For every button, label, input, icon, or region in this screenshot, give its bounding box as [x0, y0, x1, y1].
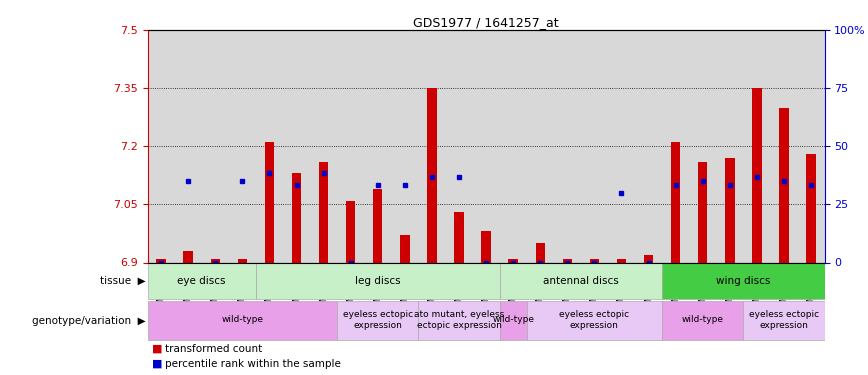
- Bar: [201, 30, 229, 262]
- Text: eyeless ectopic
expression: eyeless ectopic expression: [343, 310, 413, 330]
- Bar: [617, 259, 626, 262]
- Bar: [365, 30, 391, 262]
- Text: genotype/variation  ▶: genotype/variation ▶: [32, 316, 146, 326]
- Bar: [500, 30, 527, 262]
- Title: GDS1977 / 1641257_at: GDS1977 / 1641257_at: [413, 16, 559, 29]
- Text: wing discs: wing discs: [716, 276, 771, 285]
- Bar: [644, 255, 654, 262]
- Text: percentile rank within the sample: percentile rank within the sample: [165, 359, 341, 369]
- Text: ■: ■: [152, 359, 162, 369]
- Text: eyeless ectopic
expression: eyeless ectopic expression: [749, 310, 819, 330]
- Text: ato mutant, eyeless
ectopic expression: ato mutant, eyeless ectopic expression: [414, 310, 504, 330]
- Bar: [265, 142, 274, 262]
- Bar: [589, 259, 599, 262]
- Text: eyeless ectopic
expression: eyeless ectopic expression: [559, 310, 629, 330]
- Bar: [211, 259, 220, 262]
- Bar: [500, 263, 662, 299]
- Bar: [238, 259, 247, 262]
- Text: ■: ■: [152, 344, 162, 354]
- Bar: [689, 30, 716, 262]
- Bar: [256, 30, 283, 262]
- Bar: [148, 30, 174, 262]
- Text: wild-type: wild-type: [221, 315, 263, 324]
- Bar: [418, 301, 500, 340]
- Bar: [779, 108, 789, 262]
- Bar: [229, 30, 256, 262]
- Bar: [418, 30, 445, 262]
- Text: antennal discs: antennal discs: [543, 276, 619, 285]
- Bar: [472, 30, 500, 262]
- Bar: [608, 30, 635, 262]
- Bar: [806, 154, 816, 262]
- Text: transformed count: transformed count: [165, 344, 262, 354]
- Bar: [256, 263, 500, 299]
- Bar: [671, 142, 681, 262]
- Bar: [337, 30, 365, 262]
- Bar: [753, 88, 761, 262]
- Text: wild-type: wild-type: [681, 315, 724, 324]
- Bar: [662, 301, 743, 340]
- Bar: [183, 251, 193, 262]
- Bar: [391, 30, 418, 262]
- Text: wild-type: wild-type: [492, 315, 534, 324]
- Bar: [174, 30, 201, 262]
- Bar: [662, 263, 825, 299]
- Bar: [798, 30, 825, 262]
- Bar: [156, 259, 166, 262]
- Bar: [509, 259, 518, 262]
- Bar: [310, 30, 337, 262]
- Bar: [283, 30, 310, 262]
- Bar: [716, 30, 743, 262]
- Bar: [373, 189, 383, 262]
- Bar: [292, 173, 301, 262]
- Bar: [500, 301, 527, 340]
- Bar: [527, 301, 662, 340]
- Bar: [554, 30, 581, 262]
- Bar: [427, 88, 437, 262]
- Bar: [698, 162, 707, 262]
- Text: leg discs: leg discs: [355, 276, 400, 285]
- Bar: [662, 30, 689, 262]
- Bar: [635, 30, 662, 262]
- Text: eye discs: eye discs: [177, 276, 226, 285]
- Bar: [148, 263, 256, 299]
- Text: tissue  ▶: tissue ▶: [100, 276, 146, 286]
- Bar: [536, 243, 545, 262]
- Bar: [346, 201, 355, 262]
- Bar: [337, 301, 418, 340]
- Bar: [148, 301, 337, 340]
- Bar: [527, 30, 554, 262]
- Bar: [743, 30, 771, 262]
- Bar: [319, 162, 328, 262]
- Bar: [454, 212, 464, 262]
- Bar: [743, 301, 825, 340]
- Bar: [482, 231, 490, 262]
- Bar: [771, 30, 798, 262]
- Bar: [581, 30, 608, 262]
- Bar: [400, 236, 410, 262]
- Bar: [445, 30, 472, 262]
- Bar: [725, 158, 734, 262]
- Bar: [562, 259, 572, 262]
